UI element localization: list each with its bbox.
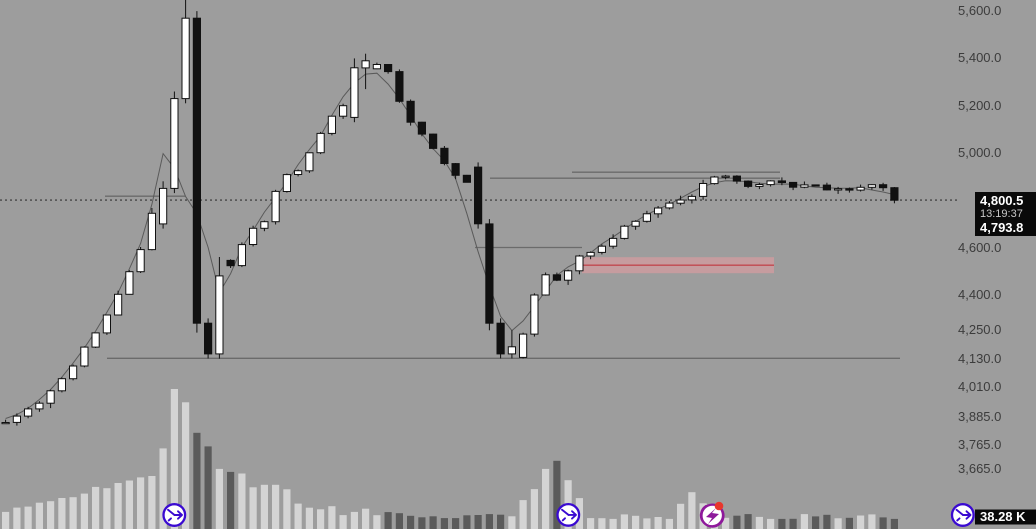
svg-text:38.28 K: 38.28 K (980, 509, 1026, 524)
